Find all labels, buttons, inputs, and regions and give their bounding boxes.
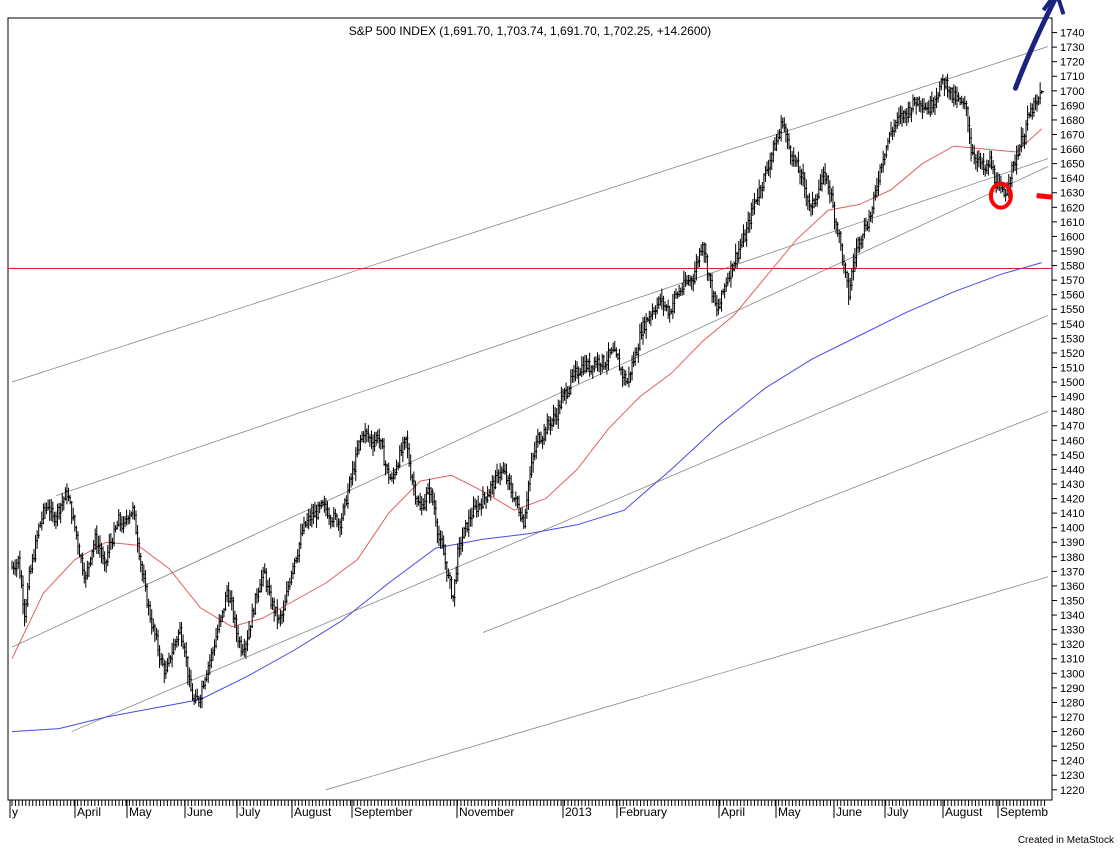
- y-tick-label: 1550: [1060, 304, 1084, 316]
- y-tick-label: 1720: [1060, 57, 1084, 69]
- y-tick-label: 1540: [1060, 319, 1084, 331]
- y-tick-label: 1580: [1060, 261, 1084, 273]
- x-tick-label: 2013: [565, 805, 592, 819]
- x-tick-label: July: [887, 805, 908, 819]
- y-tick-label: 1470: [1060, 421, 1084, 433]
- y-tick-label: 1510: [1060, 362, 1084, 374]
- y-tick-label: 1460: [1060, 435, 1084, 447]
- y-tick-label: 1590: [1060, 246, 1084, 258]
- annotation-arrow-shaft: [1036, 193, 1052, 200]
- x-tick-label: April: [721, 805, 745, 819]
- y-tick-label: 1390: [1060, 537, 1084, 549]
- y-tick-label: 1490: [1060, 392, 1084, 404]
- annotation-circle: [988, 181, 1013, 210]
- y-tick-label: 1710: [1060, 71, 1084, 83]
- trendline-2: [71, 314, 1049, 732]
- y-tick-label: 1380: [1060, 552, 1084, 564]
- y-tick-label: 1730: [1060, 42, 1084, 54]
- x-tick-label: September: [354, 805, 413, 819]
- y-tick-label: 1690: [1060, 100, 1084, 112]
- y-tick-label: 1700: [1060, 86, 1084, 98]
- y-tick-label: 1420: [1060, 494, 1084, 506]
- y-tick-label: 1240: [1060, 756, 1084, 768]
- credit-label: Created in MetaStock: [1017, 835, 1114, 846]
- y-tick-label: 1410: [1060, 508, 1084, 520]
- plot-area-frame: [7, 17, 1053, 801]
- x-tick-label: July: [239, 805, 260, 819]
- y-tick-label: 1450: [1060, 450, 1084, 462]
- x-tick-label: November: [459, 805, 514, 819]
- x-tick-label: May: [129, 805, 152, 819]
- y-tick-label: 1620: [1060, 202, 1084, 214]
- trendline-1: [11, 166, 1049, 648]
- y-tick-label: 1610: [1060, 217, 1084, 229]
- x-tick-label: June: [187, 805, 213, 819]
- y-tick-label: 1670: [1060, 129, 1084, 141]
- y-tick-label: 1560: [1060, 290, 1084, 302]
- x-tick-label: April: [77, 805, 101, 819]
- y-tick-label: 1660: [1060, 144, 1084, 156]
- y-tick-label: 1570: [1060, 275, 1084, 287]
- chart-title: S&P 500 INDEX (1,691.70, 1,703.74, 1,691…: [349, 24, 711, 38]
- y-tick-label: 1430: [1060, 479, 1084, 491]
- y-tick-label: 1310: [1060, 654, 1084, 666]
- trendline-0: [11, 46, 1049, 383]
- y-tick-label: 1680: [1060, 115, 1084, 127]
- y-tick-label: 1330: [1060, 625, 1084, 637]
- y-tick-label: 1320: [1060, 639, 1084, 651]
- y-tick-label: 1300: [1060, 668, 1084, 680]
- y-tick-label: 1520: [1060, 348, 1084, 360]
- trendline-3: [55, 158, 1049, 497]
- y-tick-label: 1630: [1060, 188, 1084, 200]
- annotation-blue-arrow-shaft: [1012, 0, 1058, 91]
- x-tick-label: February: [619, 805, 667, 819]
- moving-average-1: [11, 262, 1042, 733]
- trendline-4: [325, 576, 1049, 791]
- y-tick-label: 1370: [1060, 566, 1084, 578]
- y-tick-label: 1400: [1060, 523, 1084, 535]
- annotation-blue-arrow-head: [1041, 0, 1066, 15]
- x-tick-label: June: [836, 805, 862, 819]
- y-tick-label: 1230: [1060, 770, 1084, 782]
- y-tick-label: 1280: [1060, 697, 1084, 709]
- y-tick-label: 1600: [1060, 231, 1084, 243]
- y-tick-label: 1270: [1060, 712, 1084, 724]
- y-tick-label: 1360: [1060, 581, 1084, 593]
- x-tick-label: y: [12, 805, 18, 819]
- y-tick-label: 1250: [1060, 741, 1084, 753]
- x-tick-label: August: [294, 805, 332, 819]
- y-tick-label: 1640: [1060, 173, 1084, 185]
- y-tick-label: 1650: [1060, 159, 1084, 171]
- y-tick-label: 1220: [1060, 785, 1084, 797]
- y-tick-label: 1290: [1060, 683, 1084, 695]
- plot-layer: [8, 46, 1052, 791]
- y-tick-label: 1350: [1060, 595, 1084, 607]
- y-tick-label: 1740: [1060, 28, 1084, 40]
- trendline-5: [482, 411, 1049, 633]
- y-tick-label: 1500: [1060, 377, 1084, 389]
- x-tick-label: August: [945, 805, 983, 819]
- x-tick-label: Septemb: [1000, 805, 1048, 819]
- y-tick-label: 1340: [1060, 610, 1084, 622]
- y-tick-label: 1260: [1060, 727, 1084, 739]
- y-tick-label: 1440: [1060, 464, 1084, 476]
- x-tick-label: May: [778, 805, 801, 819]
- y-tick-label: 1480: [1060, 406, 1084, 418]
- y-tick-label: 1530: [1060, 333, 1084, 345]
